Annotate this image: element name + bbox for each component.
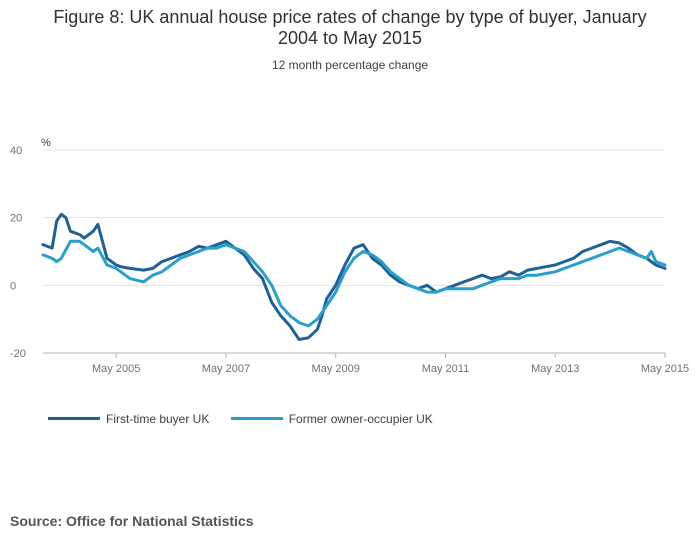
x-tick-label: May 2015 <box>641 363 689 375</box>
x-tick-label: May 2013 <box>531 363 579 375</box>
legend-label-former-owner-occupier: Former owner-occupier UK <box>288 411 433 426</box>
x-tick-label: May 2011 <box>422 363 470 375</box>
chart-title-line-2: 2004 to May 2015 <box>277 28 423 48</box>
legend-swatch-first-time-buyer <box>48 417 100 420</box>
chart-title: Figure 8: UK annual house price rates of… <box>0 7 700 49</box>
y-tick-label: -20 <box>10 348 26 360</box>
x-tick-label: May 2007 <box>202 363 250 375</box>
y-tick-label: 0 <box>10 280 16 292</box>
x-tick-label: May 2009 <box>312 363 360 375</box>
legend-swatch-former-owner-occupier <box>230 417 283 420</box>
chart-legend: First-time buyer UK Former owner-occupie… <box>48 409 451 426</box>
legend-label-first-time-buyer: First-time buyer UK <box>106 411 210 426</box>
legend-item-first-time-buyer[interactable]: First-time buyer UK <box>48 412 209 426</box>
y-tick-label: 20 <box>10 213 22 225</box>
line-chart: -20 0 20 40% May 2005 May 2007 May 2009 May 201… <box>10 137 689 375</box>
chart-title-line-1: Figure 8: UK annual house price rates of… <box>53 7 647 27</box>
y-axis-unit-label: % <box>41 137 51 149</box>
y-tick-label: 40 <box>10 145 22 157</box>
source-note: Source: Office for National Statistics <box>10 513 254 529</box>
former-owner-occupier-line <box>41 239 667 328</box>
first-time-buyer-line <box>41 212 667 341</box>
legend-item-former-owner-occupier[interactable]: Former owner-occupier UK <box>230 411 433 426</box>
chart-subtitle: 12 month percentage change <box>271 58 429 72</box>
x-tick-label: May 2005 <box>92 363 140 375</box>
